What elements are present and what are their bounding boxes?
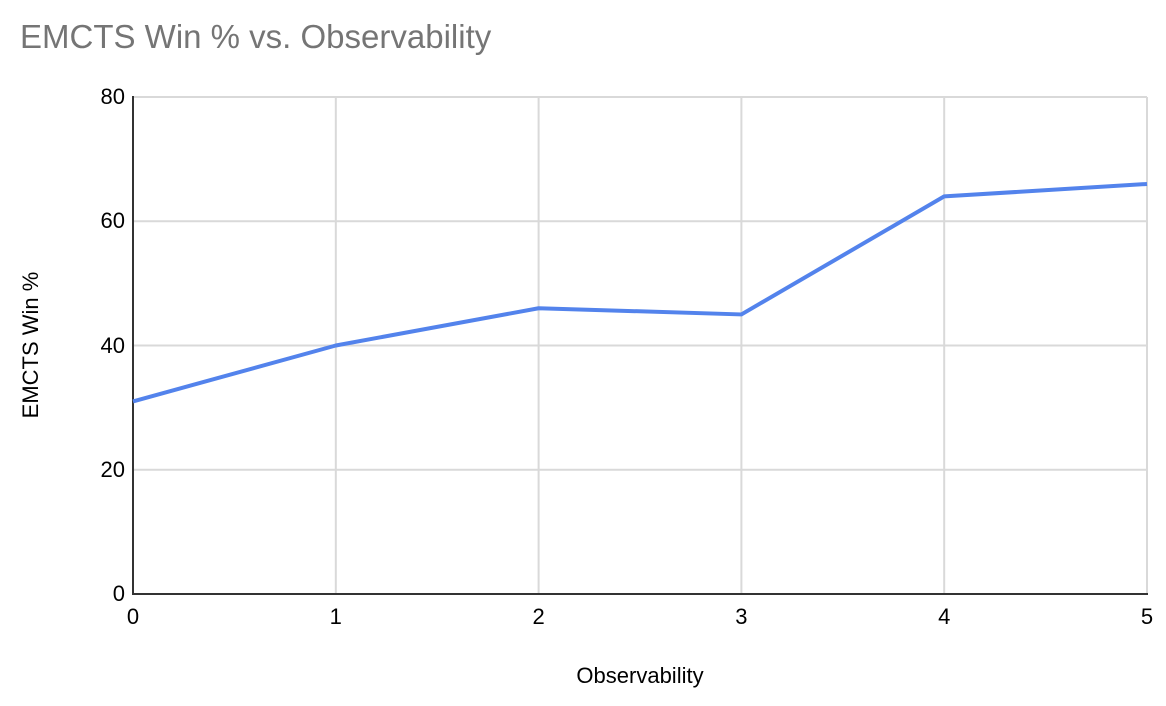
x-axis-tick-label: 2 bbox=[532, 604, 545, 629]
y-axis-tick-label: 80 bbox=[100, 84, 125, 109]
x-axis-tick-label: 3 bbox=[735, 604, 748, 629]
y-axis-tick-label: 40 bbox=[100, 332, 125, 358]
x-axis-tick-label: 5 bbox=[1140, 604, 1154, 629]
series-line bbox=[132, 181, 1148, 404]
y-axis-tick-label: 20 bbox=[100, 456, 125, 482]
chart-title: EMCTS Win % vs. Observability bbox=[20, 18, 492, 55]
x-axis-tick-label: 4 bbox=[938, 604, 951, 629]
y-axis-title: EMCTS Win % bbox=[18, 271, 43, 419]
y-axis-tick-label: 60 bbox=[100, 208, 125, 234]
x-axis-title: Observability bbox=[576, 663, 704, 688]
x-axis-tick-label: 0 bbox=[126, 604, 140, 629]
y-axis-tick-label: 0 bbox=[112, 581, 125, 606]
x-axis-tick-label: 1 bbox=[329, 604, 342, 629]
